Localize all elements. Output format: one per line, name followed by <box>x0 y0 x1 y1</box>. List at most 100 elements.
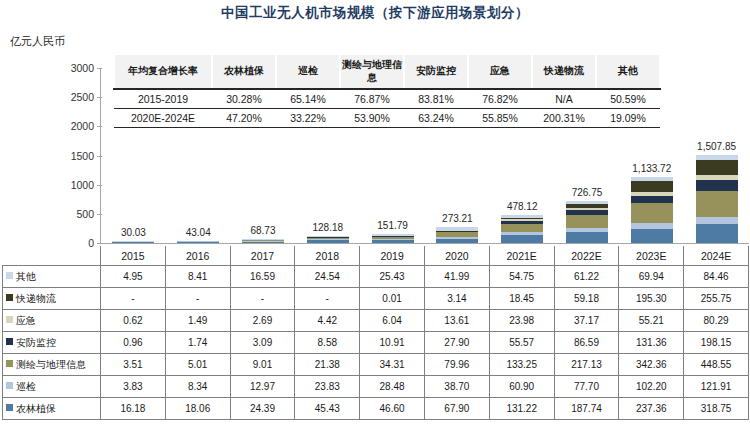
value-cell: 21.38 <box>295 354 360 376</box>
value-cell: 0.62 <box>101 310 166 332</box>
value-cell: 195.30 <box>619 288 684 310</box>
value-cell: 217.13 <box>554 354 619 376</box>
value-cell: 8.34 <box>165 376 230 398</box>
table-row: 农林植保16.1818.0624.3945.4346.6067.90131.22… <box>3 398 749 420</box>
table-row: 应急0.621.492.694.426.0413.6123.9837.1755.… <box>3 310 749 332</box>
value-cell: 80.29 <box>684 310 749 332</box>
bar-segment-快递物流 <box>631 181 673 192</box>
year-header-cell: 2024E <box>684 246 749 266</box>
value-cell: 9.01 <box>230 354 295 376</box>
cagr-value-cell: 200.31% <box>532 109 596 128</box>
table-row: 巡检3.838.3412.9723.8328.4838.7060.9077.70… <box>3 376 749 398</box>
cagr-value-cell: 65.14% <box>276 89 340 109</box>
cagr-row: 2020E-2024E47.20%33.22%53.90%63.24%55.85… <box>114 109 660 128</box>
bar-segment-测绘与地理信息 <box>501 224 543 232</box>
y-axis-tick-label: 2000 <box>6 120 94 132</box>
value-cell: 4.42 <box>295 310 360 332</box>
chart-page: 中国工业无人机市场规模（按下游应用场景划分） 亿元人民币 05001000150… <box>0 0 750 426</box>
row-label: 巡检 <box>3 376 101 398</box>
value-cell: 16.59 <box>230 266 295 288</box>
legend-swatch <box>6 404 13 411</box>
value-cell: 3.09 <box>230 332 295 354</box>
cagr-header-cell: 快递物流 <box>532 55 596 89</box>
table-row: 其他4.958.4116.5924.5425.4341.9954.7561.22… <box>3 266 749 288</box>
value-cell: 46.60 <box>360 398 425 420</box>
value-cell: 12.97 <box>230 376 295 398</box>
value-cell: 55.21 <box>619 310 684 332</box>
value-cell: 34.31 <box>360 354 425 376</box>
bar-stack <box>501 215 543 243</box>
value-cell: 1.49 <box>165 310 230 332</box>
y-axis-tick-label: 3000 <box>6 62 94 74</box>
value-cell: 6.04 <box>360 310 425 332</box>
legend-swatch <box>6 360 13 367</box>
year-header-row: 2015201620172018201920202021E2022E2023E2… <box>3 246 749 266</box>
table-row: 安防监控0.961.743.098.5810.9127.9055.5786.59… <box>3 332 749 354</box>
row-label: 安防监控 <box>3 332 101 354</box>
value-cell: 16.18 <box>101 398 166 420</box>
legend-swatch <box>6 294 13 301</box>
value-cell: 3.14 <box>424 288 489 310</box>
bar-total-label: 30.03 <box>121 227 146 238</box>
bar-segment-巡检 <box>696 217 738 224</box>
value-cell: 13.61 <box>424 310 489 332</box>
value-cell: 4.95 <box>101 266 166 288</box>
row-label: 快递物流 <box>3 288 101 310</box>
year-header-cell: 2017 <box>230 246 295 266</box>
year-header-cell: 2018 <box>295 246 360 266</box>
cagr-header-cell: 其他 <box>596 55 660 89</box>
bar-stack <box>177 241 219 243</box>
value-cell: 41.99 <box>424 266 489 288</box>
legend-swatch <box>6 272 13 279</box>
cagr-value-cell: 76.82% <box>468 89 532 109</box>
cagr-value-cell: 33.22% <box>276 109 340 128</box>
year-header-cell: 2015 <box>101 246 166 266</box>
value-cell: 5.01 <box>165 354 230 376</box>
bar-segment-农林植保 <box>436 239 478 243</box>
row-label: 应急 <box>3 310 101 332</box>
page-title: 中国工业无人机市场规模（按下游应用场景划分） <box>0 4 750 22</box>
value-cell: 3.51 <box>101 354 166 376</box>
value-cell: 237.36 <box>619 398 684 420</box>
value-cell: 0.96 <box>101 332 166 354</box>
value-cell: 133.25 <box>489 354 554 376</box>
legend-swatch <box>6 316 13 323</box>
cagr-value-cell: 50.59% <box>596 89 660 109</box>
bar-stack <box>112 241 154 243</box>
bar-segment-安防监控 <box>631 196 673 204</box>
bar-stack <box>372 234 414 243</box>
row-label: 农林植保 <box>3 398 101 420</box>
value-cell: 69.94 <box>619 266 684 288</box>
bar-total-label: 1,133.72 <box>632 163 671 174</box>
y-axis-tick-label: 500 <box>6 208 94 220</box>
cagr-value-cell: 30.28% <box>212 89 276 109</box>
bar-total-label: 273.21 <box>442 213 473 224</box>
value-cell: 38.70 <box>424 376 489 398</box>
value-cell: 84.46 <box>684 266 749 288</box>
value-cell: 23.83 <box>295 376 360 398</box>
value-cell: 23.98 <box>489 310 554 332</box>
value-cell: 318.75 <box>684 398 749 420</box>
value-cell: 54.75 <box>489 266 554 288</box>
cagr-header-cell: 巡检 <box>276 55 340 89</box>
year-header-cell: 2019 <box>360 246 425 266</box>
bar-total-label: 478.12 <box>507 201 538 212</box>
value-cell: 3.83 <box>101 376 166 398</box>
year-header-cell: 2022E <box>554 246 619 266</box>
bar-segment-农林植保 <box>112 242 154 243</box>
bar-segment-快递物流 <box>696 160 738 175</box>
value-cell: 28.48 <box>360 376 425 398</box>
bar-stack <box>242 239 284 243</box>
cagr-value-cell: 19.09% <box>596 109 660 128</box>
table-row: 快递物流----0.013.1418.4559.18195.30255.75 <box>3 288 749 310</box>
cagr-value-cell: 55.85% <box>468 109 532 128</box>
bar-segment-农林植保 <box>372 240 414 243</box>
value-cell: 255.75 <box>684 288 749 310</box>
bar-segment-农林植保 <box>501 235 543 243</box>
value-cell: 59.18 <box>554 288 619 310</box>
value-cell: 8.58 <box>295 332 360 354</box>
value-cell: 86.59 <box>554 332 619 354</box>
value-cell: 121.91 <box>684 376 749 398</box>
value-cell: 45.43 <box>295 398 360 420</box>
value-cell: - <box>230 288 295 310</box>
